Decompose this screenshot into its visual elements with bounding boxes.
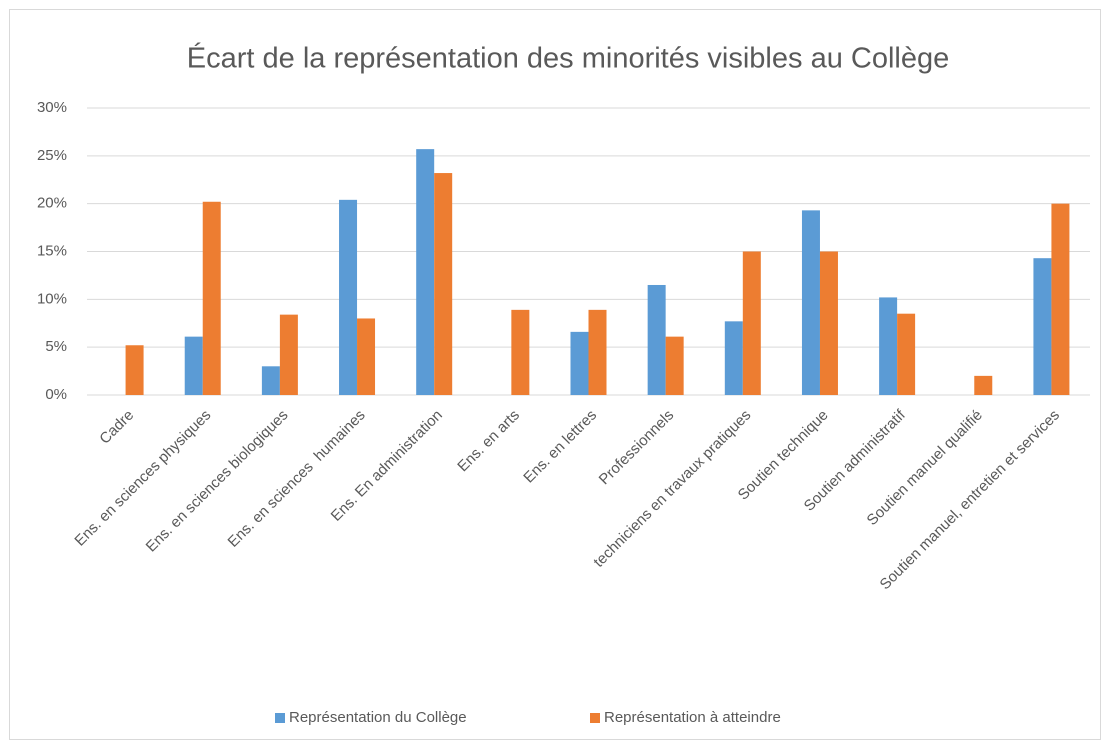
legend-label: Représentation du Collège (289, 709, 467, 726)
bar (801, 210, 820, 395)
bar (339, 199, 358, 395)
y-tick-label: 20% (37, 195, 67, 212)
bar (570, 331, 589, 395)
bar (879, 297, 898, 395)
legend-swatch (590, 713, 600, 723)
y-tick-label: 30% (37, 99, 67, 116)
bar (357, 318, 376, 395)
bar (742, 251, 761, 395)
bar (416, 149, 435, 395)
bar (897, 313, 916, 395)
bar (1051, 203, 1070, 395)
y-tick-label: 0% (45, 386, 67, 403)
bar (125, 345, 144, 395)
bar (1033, 258, 1052, 395)
y-tick-label: 15% (37, 242, 67, 259)
bar (665, 336, 684, 395)
bar (184, 336, 203, 395)
y-tick-label: 5% (45, 338, 67, 355)
bar (279, 314, 298, 395)
bar (974, 375, 993, 395)
y-tick-label: 10% (37, 290, 67, 307)
bar (434, 173, 453, 395)
legend-swatch (275, 713, 285, 723)
legend-label: Représentation à atteindre (604, 709, 781, 726)
bar (724, 321, 743, 395)
chart-border (9, 9, 1101, 740)
bar (202, 201, 221, 395)
bar (511, 309, 530, 395)
bar (819, 251, 838, 395)
bar (588, 309, 607, 395)
chart-title: Écart de la représentation des minorités… (187, 42, 949, 75)
y-tick-label: 25% (37, 147, 67, 164)
bar (647, 284, 666, 395)
bar (261, 366, 280, 395)
